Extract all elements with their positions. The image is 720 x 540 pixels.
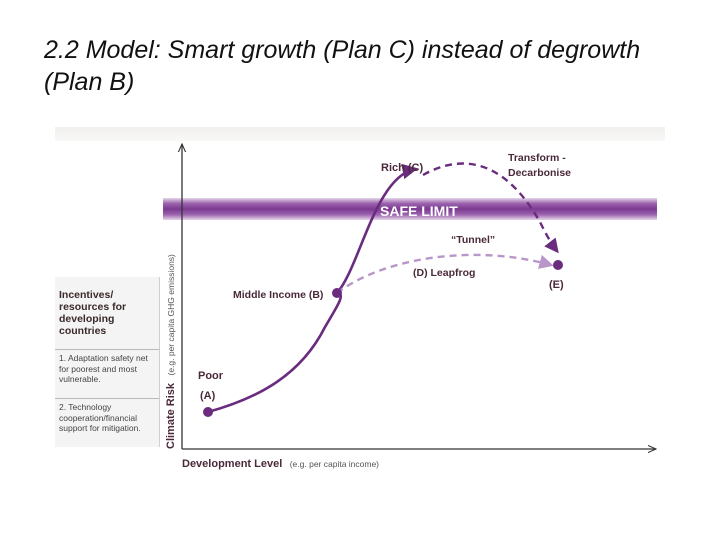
transform-path	[422, 162, 559, 254]
legend-title: Incentives/ resources for developing cou…	[59, 289, 127, 337]
point-b	[332, 288, 342, 298]
label-tunnel: “Tunnel”	[451, 234, 495, 246]
label-leapfrog: (D) Leapfrog	[413, 267, 475, 279]
growth-path-b-c	[336, 163, 419, 294]
label-poor-code: (A)	[200, 390, 216, 402]
label-rich: Rich (C)	[381, 162, 424, 174]
label-poor: Poor	[198, 370, 224, 382]
safe-limit-label: SAFE LIMIT	[380, 203, 458, 219]
point-a	[203, 407, 213, 417]
tunnel-path	[336, 253, 554, 294]
y-axis-label: Climate Risk (e.g. per capita GHG emissi…	[161, 254, 178, 449]
diagram-canvas: SAFE LIMIT Climate Risk (e.g. per capita…	[161, 127, 657, 471]
growth-path-a-b	[207, 291, 342, 414]
legend-item-adaptation: 1. Adaptation safety net for poorest and…	[59, 353, 148, 384]
legend-item-technology: 2. Technology cooperation/financial supp…	[59, 402, 141, 433]
y-axis-label-note: (e.g. per capita GHG emissions)	[166, 254, 176, 376]
x-axis-label-note: (e.g. per capita income)	[290, 459, 379, 469]
label-transform-line2: Decarbonise	[508, 167, 571, 179]
x-axis-label-main: Development Level	[182, 458, 282, 470]
label-end-point: (E)	[549, 279, 564, 291]
y-axis-label-main: Climate Risk	[165, 382, 177, 449]
slide-title: 2.2 Model: Smart growth (Plan C) instead…	[44, 36, 641, 96]
x-axis-label: Development Level (e.g. per capita incom…	[182, 454, 379, 471]
label-transform: Transform - Decarbonise	[508, 152, 571, 179]
incentives-legend: Incentives/ resources for developing cou…	[55, 277, 160, 447]
label-transform-line1: Transform -	[508, 152, 566, 164]
development-diagram: SAFE LIMIT Climate Risk (e.g. per capita…	[55, 127, 665, 477]
legend-separator	[55, 349, 159, 350]
point-e	[553, 260, 563, 270]
label-middle-income: Middle Income (B)	[233, 289, 323, 301]
safe-limit-band	[163, 198, 657, 220]
figure-top-strip	[55, 127, 665, 141]
legend-separator	[55, 398, 159, 399]
